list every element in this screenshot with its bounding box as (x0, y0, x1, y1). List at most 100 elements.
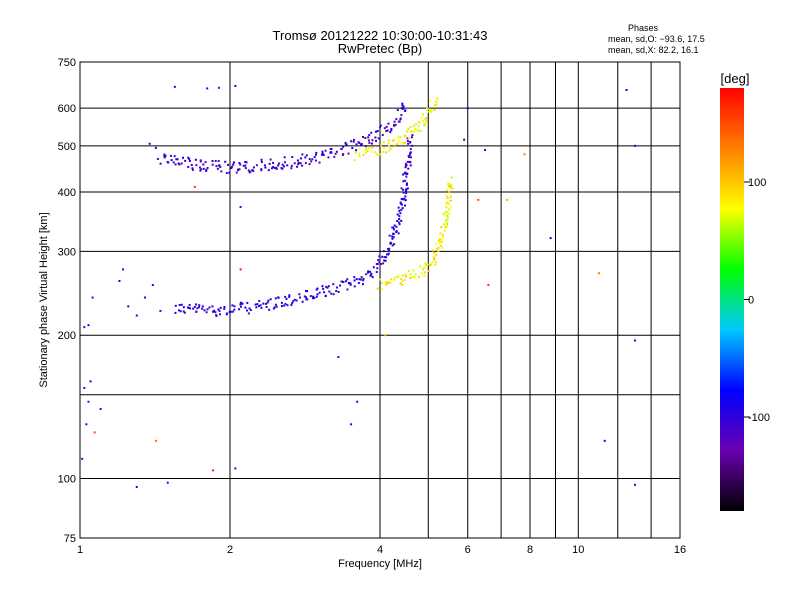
echo-dot (378, 261, 381, 264)
echo-dot (352, 140, 355, 143)
echo-dot (376, 267, 379, 270)
echo-dot (288, 295, 291, 298)
echo-dot (178, 309, 181, 312)
echo-dot (371, 146, 374, 149)
echo-dot (370, 150, 373, 153)
echo-dot (325, 285, 328, 288)
echo-dot (437, 250, 440, 253)
echo-dot (438, 241, 441, 244)
echo-dot (218, 309, 221, 312)
echo-dot (400, 278, 403, 281)
echo-dot (299, 157, 302, 160)
echo-trace (156, 102, 407, 175)
echo-dot (388, 234, 391, 237)
echo-dot (420, 116, 423, 119)
echo-dot (239, 163, 242, 166)
echo-dot (375, 271, 378, 274)
echo-dot (365, 273, 368, 276)
echo-dot (337, 290, 340, 293)
echo-dot (238, 161, 241, 164)
echo-dot (169, 154, 172, 157)
echo-dot (174, 311, 177, 314)
echo-dot (423, 124, 426, 127)
echo-dot (252, 166, 255, 169)
echo-dot (231, 304, 234, 307)
echo-dot (291, 302, 294, 305)
echo-dot (402, 188, 405, 191)
echo-dot (164, 154, 167, 157)
x-tick-label: 2 (227, 544, 233, 556)
echo-dot (445, 189, 448, 192)
echo-dot (203, 309, 206, 312)
echo-dot (199, 160, 202, 163)
echo-dot (248, 307, 251, 310)
echo-dot (178, 163, 181, 166)
echo-dot (318, 161, 321, 164)
echo-dot (391, 235, 394, 238)
echo-dot (192, 307, 195, 310)
echo-dot (225, 313, 228, 316)
echo-dot (194, 158, 197, 161)
echo-dot (409, 130, 412, 133)
echo-dot (446, 218, 449, 221)
echo-dot (431, 261, 434, 264)
echo-dot (419, 265, 422, 268)
echo-dot (411, 276, 414, 279)
scatter-point (487, 284, 490, 287)
echo-dot (258, 300, 261, 303)
scatter-point (625, 88, 628, 91)
echo-dot (364, 148, 367, 151)
grid-lines (80, 62, 680, 538)
echo-dot (450, 184, 453, 187)
scatter-point (337, 356, 340, 359)
echo-dot (404, 141, 407, 144)
echo-dot (264, 166, 267, 169)
echo-dot (442, 223, 445, 226)
echo-dot (412, 269, 415, 272)
echo-dot (407, 155, 410, 158)
echo-dot (297, 161, 300, 164)
echo-dot (298, 293, 301, 296)
echo-dot (401, 108, 404, 111)
colorbar-tick-label: 0 (748, 295, 754, 307)
x-tick-label: 1 (77, 544, 83, 556)
echo-dot (434, 104, 437, 107)
echo-dot (371, 139, 374, 142)
echo-dot (174, 304, 177, 307)
y-tick-label: 200 (58, 330, 76, 342)
echo-dot (382, 141, 385, 144)
echo-dot (295, 299, 298, 302)
scatter-point (466, 107, 469, 110)
echo-dot (393, 278, 396, 281)
echo-dot (232, 161, 235, 164)
scatter-point (154, 439, 157, 442)
colorbar-ticks: 100 0 -100 (744, 177, 770, 424)
echo-dot (445, 210, 448, 213)
echo-dot (398, 215, 401, 218)
echo-dot (267, 299, 270, 302)
scatter-point (151, 284, 154, 287)
echo-dot (393, 224, 396, 227)
echo-dot (156, 157, 159, 160)
echo-dot (448, 213, 451, 216)
echo-dot (449, 205, 452, 208)
echo-dot (201, 307, 204, 310)
echo-dot (187, 165, 190, 168)
echo-dot (382, 151, 385, 154)
echo-dot (229, 310, 232, 313)
echo-dot (393, 143, 396, 146)
echo-dot (401, 207, 404, 210)
echo-dot (235, 171, 238, 174)
scatter-point (154, 146, 157, 149)
scatter-point (206, 87, 209, 90)
echo-dot (377, 258, 380, 261)
echo-dot (435, 100, 438, 103)
echo-dot (441, 235, 444, 238)
echo-dot (430, 111, 433, 114)
scatter-point (463, 138, 466, 141)
echo-dot (405, 182, 408, 185)
echo-dot (198, 166, 201, 169)
echo-dot (435, 103, 438, 106)
echo-dot (402, 173, 405, 176)
